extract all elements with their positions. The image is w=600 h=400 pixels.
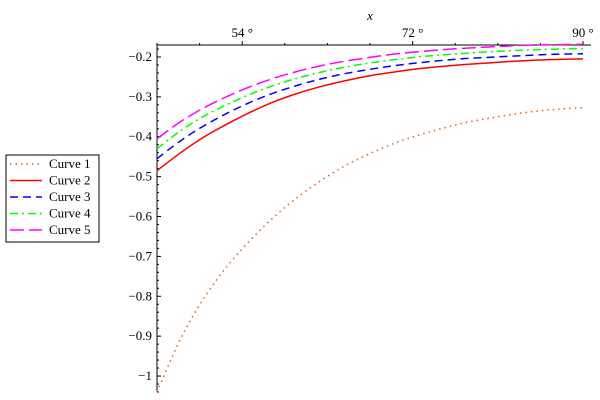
x-tick-label: 54 ° (231, 25, 252, 40)
y-tick-label: −0.3 (128, 89, 152, 104)
y-tick-label: −0.4 (128, 129, 152, 144)
legend-label-5: Curve 5 (49, 222, 91, 237)
y-tick-label: −0.5 (128, 169, 152, 184)
legend-label-2: Curve 2 (49, 173, 91, 188)
legend-label-1: Curve 1 (49, 156, 91, 171)
y-tick-label: −1 (138, 368, 152, 383)
series-line-4 (156, 47, 584, 150)
legend-label-3: Curve 3 (49, 189, 91, 204)
series-line-2 (156, 58, 584, 172)
y-tick-label: −0.8 (128, 288, 152, 303)
series-layer (156, 43, 584, 393)
y-tick-label: −0.7 (128, 248, 152, 263)
series-line-3 (156, 53, 584, 160)
x-tick-label: 90 ° (572, 25, 593, 40)
x-axis-label: x (366, 8, 373, 23)
series-line-1 (156, 106, 584, 393)
legend-box (5, 154, 100, 243)
x-tick-label: 72 ° (402, 25, 423, 40)
series-line-5 (156, 43, 584, 140)
y-tick-label: −0.2 (128, 49, 152, 64)
y-tick-label: −0.9 (128, 328, 152, 343)
legend-label-4: Curve 4 (49, 206, 91, 221)
axes: x 54 ° 72 ° 90 ° −0.2 −0.3 −0.4 −0.5 −0.6 −0.7 −0.… (128, 8, 594, 393)
y-tick-label: −0.6 (128, 209, 152, 224)
